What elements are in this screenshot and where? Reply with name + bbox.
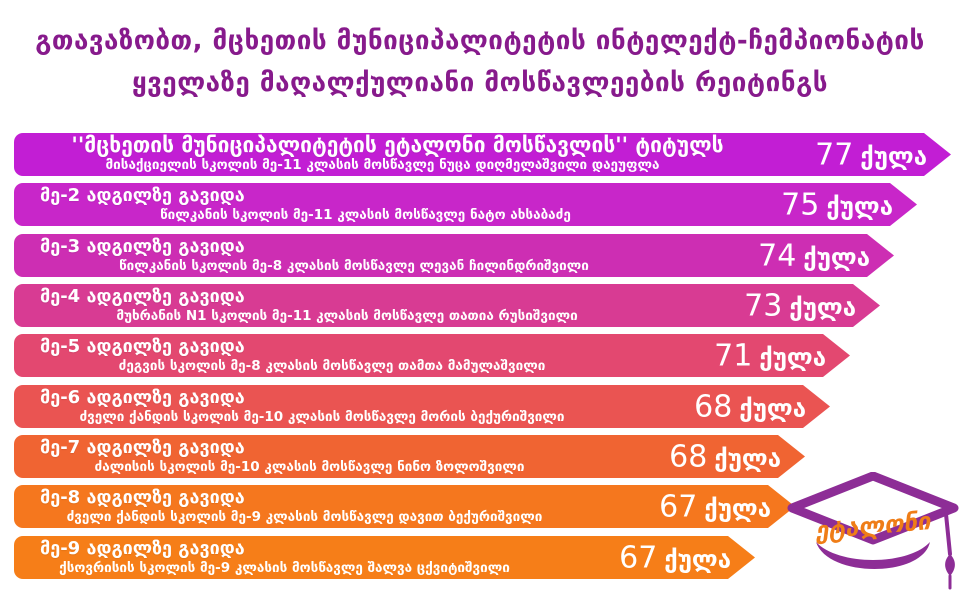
score-unit: ქულა	[739, 394, 806, 422]
score-unit: ქულა	[714, 444, 781, 472]
bar-detail: ძველი ქანდის სკოლის მე-10 კლასის მოსწავლ…	[79, 409, 565, 425]
bar-rank-label: მე-4 ადგილზე გავიდა	[40, 286, 245, 307]
bar-detail: ძეგვის სკოლის მე-8 კლასის მოსწავლე თამთა…	[118, 358, 546, 374]
ranking-bar-4: მე-4 ადგილზე გავიდა მუხრანის N1 სკოლის მ…	[14, 284, 880, 327]
cap-board	[787, 472, 959, 545]
ranking-bar-6: მე-6 ადგილზე გავიდა ძველი ქანდის სკოლის …	[14, 385, 830, 428]
tassel-bead	[945, 554, 955, 576]
ranking-bar-7: მე-7 ადგილზე გავიდა ძალისის სკოლის მე-10…	[14, 435, 805, 478]
bar-rank-label: მე-7 ადგილზე გავიდა	[40, 437, 245, 458]
bar-score: 67 ქულა	[619, 540, 731, 575]
cap-base	[816, 542, 930, 569]
bar-detail: ქსოვრისის სკოლის მე-9 კლასის მოსწავლე შა…	[59, 560, 510, 576]
bar-detail: წილკანის სკოლის მე-11 კლასის მოსწავლე ნა…	[160, 207, 571, 223]
bar-rank-label: მე-3 ადგილზე გავიდა	[40, 236, 245, 257]
score-unit: ქულა	[803, 243, 870, 271]
bar-score: 73 ქულა	[744, 288, 856, 323]
title-line-2: ყველაზე მაღალქულიანი მოსწავლეების რეიტინ…	[131, 68, 829, 98]
page-title: გთავაზობთ, მცხეთის მუნიციპალიტეტის ინტელ…	[0, 20, 960, 104]
bar-score: 67 ქულა	[659, 489, 771, 524]
score-unit: ქულა	[789, 293, 856, 321]
score-unit: ქულა	[860, 142, 927, 170]
score-number: 67	[659, 489, 698, 524]
bar-rank-label: მე-8 ადგილზე გავიდა	[40, 487, 245, 508]
bar-rank-label: მე-2 ადგილზე გავიდა	[40, 185, 245, 206]
ranking-bar-2: მე-2 ადგილზე გავიდა წილკანის სკოლის მე-1…	[14, 183, 917, 226]
ranking-bar-1: ''მცხეთის მუნიციპალიტეტის ეტალონი მოსწავ…	[14, 133, 951, 176]
graduation-cap-icon: ეტალონი	[787, 472, 959, 590]
bar-detail: მუხრანის N1 სკოლის მე-11 კლასის მოსწავლე…	[116, 308, 578, 324]
bar-score: 74 ქულა	[758, 238, 870, 273]
bar-score: 71 ქულა	[714, 338, 826, 373]
ranking-bar-9: მე-9 ადგილზე გავიდა ქსოვრისის სკოლის მე-…	[14, 536, 755, 579]
bar-score: 68 ქულა	[669, 439, 781, 474]
bar-detail: წილკანის სკოლის მე-8 კლასის მოსწავლე ლევ…	[119, 258, 589, 274]
score-unit: ქულა	[759, 343, 826, 371]
ranking-bar-3: მე-3 ადგილზე გავიდა წილკანის სკოლის მე-8…	[14, 234, 894, 277]
score-unit: ქულა	[826, 192, 893, 220]
score-unit: ქულა	[704, 494, 771, 522]
score-unit: ქულა	[664, 545, 731, 573]
ranking-bar-5: მე-5 ადგილზე გავიდა ძეგვის სკოლის მე-8 კ…	[14, 334, 850, 377]
score-number: 68	[694, 389, 733, 424]
bar-score: 77 ქულა	[815, 137, 927, 172]
ranking-bar-8: მე-8 ადგილზე გავიდა ძველი ქანდის სკოლის …	[14, 485, 795, 528]
tassel-cord	[944, 512, 952, 556]
score-number: 71	[714, 338, 753, 373]
title-line-1: გთავაზობთ, მცხეთის მუნიციპალიტეტის ინტელ…	[35, 26, 925, 56]
bar-rank-label: მე-9 ადგილზე გავიდა	[40, 538, 245, 559]
bar-score: 68 ქულა	[694, 389, 806, 424]
score-number: 74	[758, 238, 797, 273]
bar-detail: მისაქციელის სკოლის მე-11 კლასის მოსწავლე…	[105, 157, 660, 173]
score-number: 75	[781, 187, 820, 222]
bar-score: 75 ქულა	[781, 187, 893, 222]
score-number: 68	[669, 439, 708, 474]
bar-rank-label: ''მცხეთის მუნიციპალიტეტის ეტალონი მოსწავ…	[71, 133, 724, 157]
bar-detail: ძალისის სკოლის მე-10 კლასის მოსწავლე ნინ…	[94, 459, 525, 475]
score-number: 73	[744, 288, 783, 323]
bar-rank-label: მე-6 ადგილზე გავიდა	[40, 387, 245, 408]
score-number: 67	[619, 540, 658, 575]
bar-detail: ძველი ქანდის სკოლის მე-9 კლასის მოსწავლე…	[66, 509, 543, 525]
score-number: 77	[815, 137, 854, 172]
bar-rank-label: მე-5 ადგილზე გავიდა	[40, 336, 245, 357]
etaloni-logo: ეტალონი	[786, 472, 960, 594]
